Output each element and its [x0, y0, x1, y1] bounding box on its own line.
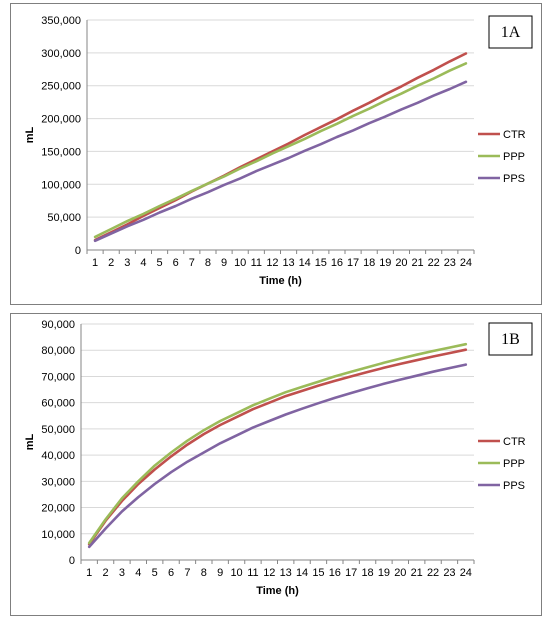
chart-1a-ytick-label: 0 — [75, 245, 81, 257]
chart-1a-xtick-label: 4 — [140, 257, 146, 269]
chart-1a-panel-tag: 1A — [501, 24, 521, 41]
chart-1a-ytick-label: 250,000 — [41, 81, 81, 93]
chart-1b-xtick-label: 9 — [217, 567, 223, 579]
chart-1a-legend-label-ppp: PPP — [503, 151, 525, 163]
chart-1a-xtick-label: 19 — [379, 257, 391, 269]
chart-1b-xtick-label: 13 — [280, 567, 292, 579]
chart-1b-panel-tag: 1B — [501, 331, 520, 348]
chart-1b-legend-label-ppp: PPP — [503, 458, 525, 470]
chart-1a-xtick-label: 23 — [444, 257, 456, 269]
chart-1b-legend-label-pps: PPS — [503, 480, 525, 492]
chart-1a-xtick-label: 15 — [315, 257, 327, 269]
chart-1a-ytick-label: 350,000 — [41, 15, 81, 27]
chart-1b-series-pps-line — [87, 363, 468, 549]
chart-1a-series-pps-line — [93, 80, 468, 243]
chart-1a-ytick-label: 150,000 — [41, 146, 81, 158]
chart-1a-xtick-label: 17 — [347, 257, 359, 269]
chart-1b-xtick-label: 7 — [184, 567, 190, 579]
chart-1a-legend-label-ctr: CTR — [503, 129, 526, 141]
chart-1b-xtick-label: 16 — [329, 567, 341, 579]
chart-1a-xtick-label: 8 — [205, 257, 211, 269]
chart-1b-xtick-label: 8 — [201, 567, 207, 579]
chart-1a-xtick-label: 24 — [460, 257, 472, 269]
chart-1a-xtick-label: 2 — [108, 257, 114, 269]
chart-1b-xtick-label: 14 — [296, 567, 308, 579]
chart-1b-xtick-label: 11 — [247, 567, 258, 579]
chart-1a-series-ppp-line — [93, 62, 468, 239]
chart-1a-xtick-label: 10 — [234, 257, 246, 269]
chart-1b-xtick-label: 22 — [427, 567, 439, 579]
chart-panel-1a: 0 50,000 100,000 150,000 200,000 250,000 300,0… — [10, 3, 542, 305]
chart-1b-ytick-label: 70,000 — [41, 371, 75, 383]
chart-1a-ytick-label: 100,000 — [41, 179, 81, 191]
chart-1b-xtick-label: 6 — [168, 567, 174, 579]
chart-1b-y-axis-title: mL — [24, 433, 36, 450]
chart-1a-x-axis-title: Time (h) — [259, 275, 302, 287]
chart-1a-xtick-label: 20 — [395, 257, 407, 269]
chart-1a-ytick-label: 300,000 — [41, 48, 81, 60]
chart-1a-xtick-label: 7 — [189, 257, 195, 269]
chart-1a-xtick-label: 9 — [221, 257, 227, 269]
chart-1b-xtick-label: 5 — [152, 567, 158, 579]
chart-1b-xtick-label: 3 — [119, 567, 125, 579]
chart-1a-ytick-label: 50,000 — [47, 212, 81, 224]
chart-1b-svg: 0 10,000 20,000 30,000 40,000 50,000 60,000 70,… — [24, 319, 533, 597]
chart-1b-xtick-label: 17 — [345, 567, 357, 579]
chart-1a-xtick-label: 3 — [124, 257, 130, 269]
chart-1b-xtick-label: 12 — [263, 567, 275, 579]
chart-1b-xtick-label: 21 — [411, 567, 423, 579]
chart-1b-xtick-label: 10 — [230, 567, 242, 579]
chart-1a-legend-label-pps: PPS — [503, 173, 525, 185]
chart-1b-xtick-label: 2 — [103, 567, 109, 579]
chart-1b-ytick-label: 10,000 — [41, 529, 75, 541]
chart-1b-x-axis-title: Time (h) — [256, 585, 299, 597]
chart-1b-xtick-label: 15 — [312, 567, 324, 579]
chart-1b-ytick-label: 40,000 — [41, 450, 75, 462]
chart-1a-panel-tag-box — [488, 15, 533, 49]
chart-1b-series-ppp-line — [87, 342, 468, 545]
chart-1a-xtick-label: 1 — [92, 257, 98, 269]
chart-1b-series-ctr-line — [87, 348, 468, 546]
chart-1b-xtick-label: 4 — [135, 567, 141, 579]
chart-1b-legend-label-ctr: CTR — [503, 436, 526, 448]
chart-1b-xtick-label: 20 — [394, 567, 406, 579]
chart-1a-xtick-label: 21 — [411, 257, 423, 269]
chart-1a-xtick-label: 14 — [299, 257, 311, 269]
chart-1a-ytick-label: 200,000 — [41, 114, 81, 126]
chart-1b-ytick-label: 0 — [69, 555, 75, 567]
chart-1a-y-axis-title: mL — [24, 126, 36, 143]
chart-1a-xtick-label: 11 — [251, 257, 262, 269]
chart-1a-xtick-label: 5 — [157, 257, 163, 269]
chart-1a-svg: 0 50,000 100,000 150,000 200,000 250,000 300,0… — [24, 15, 533, 287]
chart-1b-ytick-label: 30,000 — [41, 476, 75, 488]
chart-1b-ytick-label: 50,000 — [41, 424, 75, 436]
chart-1a-xtick-label: 22 — [428, 257, 440, 269]
chart-1b-xtick-label: 18 — [361, 567, 373, 579]
chart-1b-ytick-label: 60,000 — [41, 398, 75, 410]
chart-1b-xtick-label: 1 — [86, 567, 92, 579]
chart-1b-xtick-label: 23 — [443, 567, 455, 579]
chart-1b-ytick-label: 80,000 — [41, 345, 75, 357]
chart-1a-xtick-label: 12 — [266, 257, 278, 269]
chart-1b-xtick-label: 24 — [460, 567, 472, 579]
chart-1b-ytick-label: 90,000 — [41, 319, 75, 331]
chart-1b-xtick-label: 19 — [378, 567, 390, 579]
chart-1a-xtick-label: 16 — [331, 257, 343, 269]
chart-1a-xtick-label: 18 — [363, 257, 375, 269]
chart-1a-xtick-label: 6 — [173, 257, 179, 269]
chart-1a-xtick-label: 13 — [282, 257, 294, 269]
chart-1b-panel-tag-box — [488, 322, 533, 356]
chart-panel-1b: 0 10,000 20,000 30,000 40,000 50,000 60,000 70,… — [10, 313, 542, 616]
chart-1a-series-ctr-line — [93, 52, 468, 242]
chart-1b-ytick-label: 20,000 — [41, 503, 75, 515]
